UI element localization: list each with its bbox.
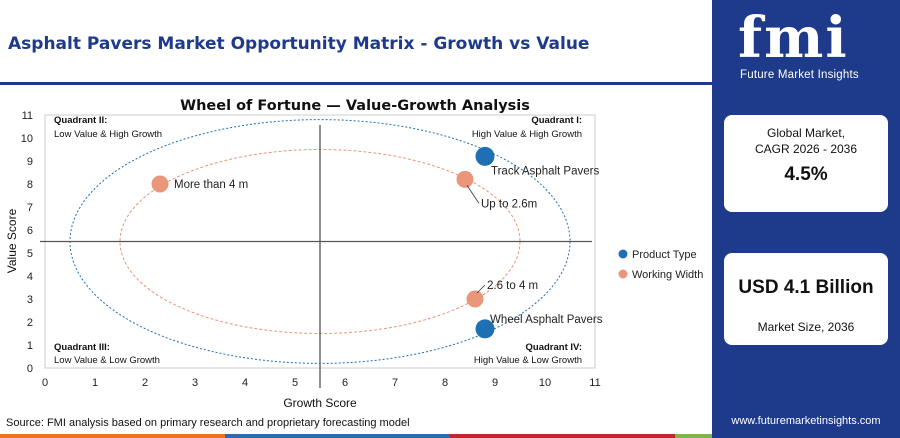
y-tick-label: 1 bbox=[27, 340, 33, 352]
color-band-blue bbox=[225, 434, 450, 438]
data-point bbox=[456, 170, 474, 188]
y-tick-label: 0 bbox=[27, 363, 33, 375]
data-point-label: Wheel Asphalt Pavers bbox=[490, 314, 603, 326]
x-tick-label: 10 bbox=[539, 377, 551, 389]
data-point-label: 2.6 to 4 m bbox=[487, 280, 538, 292]
quadrant-2-desc: Low Value & High Growth bbox=[54, 129, 162, 140]
market-size-value: USD 4.1 Billion bbox=[738, 277, 874, 298]
quadrant-4-desc: High Value & Low Growth bbox=[474, 355, 582, 366]
quadrant-3-desc: Low Value & Low Growth bbox=[54, 355, 160, 366]
data-point-label: Up to 2.6m bbox=[481, 198, 537, 210]
y-tick-label: 6 bbox=[27, 225, 33, 237]
y-tick-label: 9 bbox=[27, 156, 33, 168]
x-tick-label: 4 bbox=[242, 377, 248, 389]
y-tick-label: 10 bbox=[21, 133, 33, 145]
x-axis-label: Growth Score bbox=[283, 396, 357, 410]
cagr-card: Global Market, CAGR 2026 - 2036 4.5% bbox=[724, 115, 888, 212]
color-band-red bbox=[450, 434, 675, 438]
quadrant-1-title: Quadrant I: bbox=[531, 115, 582, 126]
legend-marker-working-width bbox=[618, 269, 628, 279]
color-band-orange bbox=[0, 434, 225, 438]
y-tick-label: 4 bbox=[27, 271, 33, 283]
data-point bbox=[466, 290, 484, 308]
legend-label-product-type: Product Type bbox=[632, 249, 697, 261]
cagr-label-line1: Global Market, bbox=[766, 126, 846, 140]
quadrant-4-title: Quadrant IV: bbox=[526, 342, 582, 353]
x-tick-label: 7 bbox=[392, 377, 398, 389]
opportunity-matrix-chart: Wheel of Fortune — Value-Growth Analysis… bbox=[0, 88, 712, 412]
quadrant-2-title: Quadrant II: bbox=[54, 115, 107, 126]
x-tick-label: 6 bbox=[342, 377, 348, 389]
logo-mark: fmi bbox=[738, 5, 849, 71]
data-point-label: More than 4 m bbox=[174, 179, 248, 191]
legend: Product Type Working Width bbox=[618, 249, 703, 281]
legend-marker-product-type bbox=[618, 249, 628, 259]
y-tick-label: 5 bbox=[27, 248, 33, 260]
x-tick-label: 2 bbox=[142, 377, 148, 389]
cagr-value: 4.5% bbox=[784, 164, 828, 185]
cagr-label-line2: CAGR 2026 - 2036 bbox=[754, 142, 858, 156]
x-tick-label: 3 bbox=[192, 377, 198, 389]
y-tick-label: 11 bbox=[22, 110, 33, 122]
brand-panel: fmi Future Market Insights Global Market… bbox=[712, 0, 900, 438]
x-tick-label: 0 bbox=[42, 377, 48, 389]
fmi-logo: fmi Future Market Insights bbox=[712, 0, 900, 95]
data-point bbox=[475, 146, 495, 166]
y-axis-label: Value Score bbox=[5, 208, 19, 273]
chart-title: Wheel of Fortune — Value-Growth Analysis bbox=[180, 98, 530, 114]
y-tick-label: 8 bbox=[27, 179, 33, 191]
y-tick-label: 7 bbox=[27, 202, 33, 214]
x-tick-label: 9 bbox=[492, 377, 498, 389]
legend-label-working-width: Working Width bbox=[632, 269, 703, 281]
data-point bbox=[151, 175, 169, 193]
market-size-card: USD 4.1 Billion Market Size, 2036 bbox=[724, 253, 888, 345]
market-size-label: Market Size, 2036 bbox=[757, 320, 855, 334]
y-tick-label: 3 bbox=[27, 294, 33, 306]
label-leader-line bbox=[466, 185, 480, 204]
website-link[interactable]: www.futuremarketinsights.com bbox=[731, 415, 881, 427]
source-note: Source: FMI analysis based on primary re… bbox=[6, 417, 410, 429]
data-point-label: Track Asphalt Pavers bbox=[491, 165, 599, 177]
chart-marks: 0 1 2 3 4 5 6 7 8 9 10 11 0 1 2 3 4 5 6 7 8 9 10 11 Track Asphal… bbox=[21, 110, 603, 389]
data-point bbox=[475, 319, 495, 339]
y-tick-label: 2 bbox=[27, 317, 33, 329]
label-leader-line bbox=[476, 284, 486, 294]
x-tick-label: 1 bbox=[92, 377, 98, 389]
quadrant-1-desc: High Value & High Growth bbox=[472, 129, 582, 140]
chart-svg: Wheel of Fortune — Value-Growth Analysis… bbox=[5, 98, 703, 410]
x-tick-label: 11 bbox=[589, 377, 600, 389]
logo-tagline: Future Market Insights bbox=[740, 69, 859, 81]
quadrant-3-title: Quadrant III: bbox=[54, 342, 110, 353]
x-tick-label: 8 bbox=[442, 377, 448, 389]
x-tick-label: 5 bbox=[292, 377, 298, 389]
page-title: Asphalt Pavers Market Opportunity Matrix… bbox=[8, 34, 590, 54]
title-underline bbox=[0, 82, 712, 85]
